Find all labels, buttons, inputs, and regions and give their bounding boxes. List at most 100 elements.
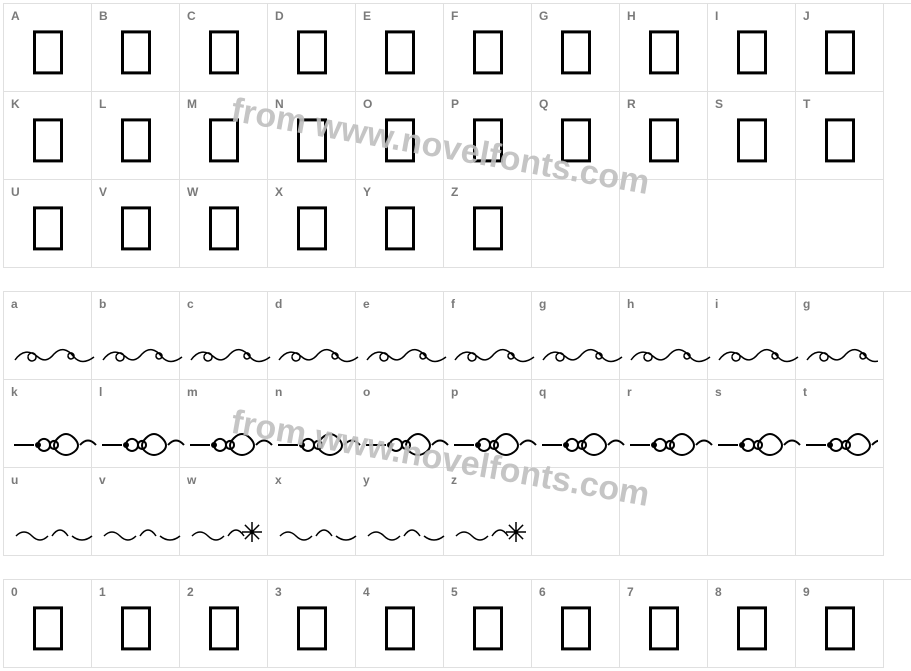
glyph-cell: g: [796, 292, 884, 380]
cell-label: F: [451, 9, 458, 23]
cell-label: 6: [539, 585, 546, 599]
glyph-cell: R: [620, 92, 708, 180]
glyph-cell: f: [444, 292, 532, 380]
cell-label: k: [11, 385, 18, 399]
glyph-cell: N: [268, 92, 356, 180]
glyph-cell: h: [620, 292, 708, 380]
glyph-cell: P: [444, 92, 532, 180]
glyph-cell: s: [708, 380, 796, 468]
glyph-cell: A: [4, 4, 92, 92]
cell-label: b: [99, 297, 106, 311]
cell-label: m: [187, 385, 198, 399]
cell-label: E: [363, 9, 371, 23]
undefined-glyph-box: [473, 118, 503, 162]
undefined-glyph-box: [737, 118, 767, 162]
glyph-cell: 9: [796, 580, 884, 668]
glyph-cell: 4: [356, 580, 444, 668]
glyph-cell: [532, 180, 620, 268]
cell-label: O: [363, 97, 372, 111]
glyph-cell: E: [356, 4, 444, 92]
cell-label: 3: [275, 585, 282, 599]
cell-label: I: [715, 9, 718, 23]
cell-label: x: [275, 473, 282, 487]
glyph-cell: o: [356, 380, 444, 468]
glyph-cell: u: [4, 468, 92, 556]
undefined-glyph-box: [121, 30, 151, 74]
glyph-cell: i: [708, 292, 796, 380]
cell-label: q: [539, 385, 546, 399]
cell-label: d: [275, 297, 282, 311]
glyph-cell: Y: [356, 180, 444, 268]
glyph-cell: U: [4, 180, 92, 268]
undefined-glyph-box: [649, 118, 679, 162]
cell-label: H: [627, 9, 636, 23]
glyph-cell: v: [92, 468, 180, 556]
undefined-glyph-box: [121, 606, 151, 650]
glyph-cell: x: [268, 468, 356, 556]
glyph-cell: J: [796, 4, 884, 92]
glyph-cell: 5: [444, 580, 532, 668]
undefined-glyph-box: [297, 30, 327, 74]
cell-label: l: [99, 385, 102, 399]
cell-label: z: [451, 473, 457, 487]
cell-label: G: [539, 9, 548, 23]
glyph-cell: 3: [268, 580, 356, 668]
undefined-glyph-box: [385, 118, 415, 162]
glyph-cell: [708, 180, 796, 268]
cell-label: o: [363, 385, 370, 399]
cell-label: K: [11, 97, 20, 111]
glyph-cell: [708, 468, 796, 556]
glyph-cell: 6: [532, 580, 620, 668]
grid-lowercase: abcdefghigklmnopqrstuvwxyz: [3, 291, 911, 556]
undefined-glyph-box: [209, 30, 239, 74]
glyph-cell: a: [4, 292, 92, 380]
undefined-glyph-box: [737, 30, 767, 74]
glyph-cell: g: [532, 292, 620, 380]
cell-label: f: [451, 297, 455, 311]
undefined-glyph-box: [825, 118, 855, 162]
glyph-cell: G: [532, 4, 620, 92]
glyph-cell: w: [180, 468, 268, 556]
cell-label: Q: [539, 97, 548, 111]
glyph-cell: X: [268, 180, 356, 268]
cell-label: 4: [363, 585, 370, 599]
glyph-cell: q: [532, 380, 620, 468]
undefined-glyph-box: [297, 606, 327, 650]
glyph-cell: y: [356, 468, 444, 556]
cell-label: s: [715, 385, 722, 399]
glyph-cell: e: [356, 292, 444, 380]
undefined-glyph-box: [121, 206, 151, 250]
undefined-glyph-box: [385, 30, 415, 74]
glyph-cell: 1: [92, 580, 180, 668]
glyph-cell: C: [180, 4, 268, 92]
undefined-glyph-box: [33, 606, 63, 650]
glyph-cell: p: [444, 380, 532, 468]
glyph-cell: 2: [180, 580, 268, 668]
undefined-glyph-box: [33, 118, 63, 162]
cell-label: 9: [803, 585, 810, 599]
glyph-cell: D: [268, 4, 356, 92]
glyph-cell: Z: [444, 180, 532, 268]
font-character-map: ABCDEFGHIJKLMNOPQRSTUVWXYZ abcdefghigklm…: [0, 3, 911, 668]
glyph-cell: l: [92, 380, 180, 468]
cell-label: A: [11, 9, 20, 23]
undefined-glyph-box: [561, 606, 591, 650]
undefined-glyph-box: [385, 206, 415, 250]
cell-label: L: [99, 97, 106, 111]
undefined-glyph-box: [473, 206, 503, 250]
glyph-cell: 7: [620, 580, 708, 668]
cell-label: u: [11, 473, 18, 487]
cell-label: 1: [99, 585, 106, 599]
cell-label: P: [451, 97, 459, 111]
glyph-cell: V: [92, 180, 180, 268]
cell-label: w: [187, 473, 196, 487]
undefined-glyph-box: [33, 30, 63, 74]
glyph-cell: F: [444, 4, 532, 92]
cell-label: v: [99, 473, 106, 487]
glyph-cell: t: [796, 380, 884, 468]
undefined-glyph-box: [209, 118, 239, 162]
cell-label: i: [715, 297, 718, 311]
glyph-cell: S: [708, 92, 796, 180]
glyph-cell: [796, 180, 884, 268]
undefined-glyph-box: [385, 606, 415, 650]
